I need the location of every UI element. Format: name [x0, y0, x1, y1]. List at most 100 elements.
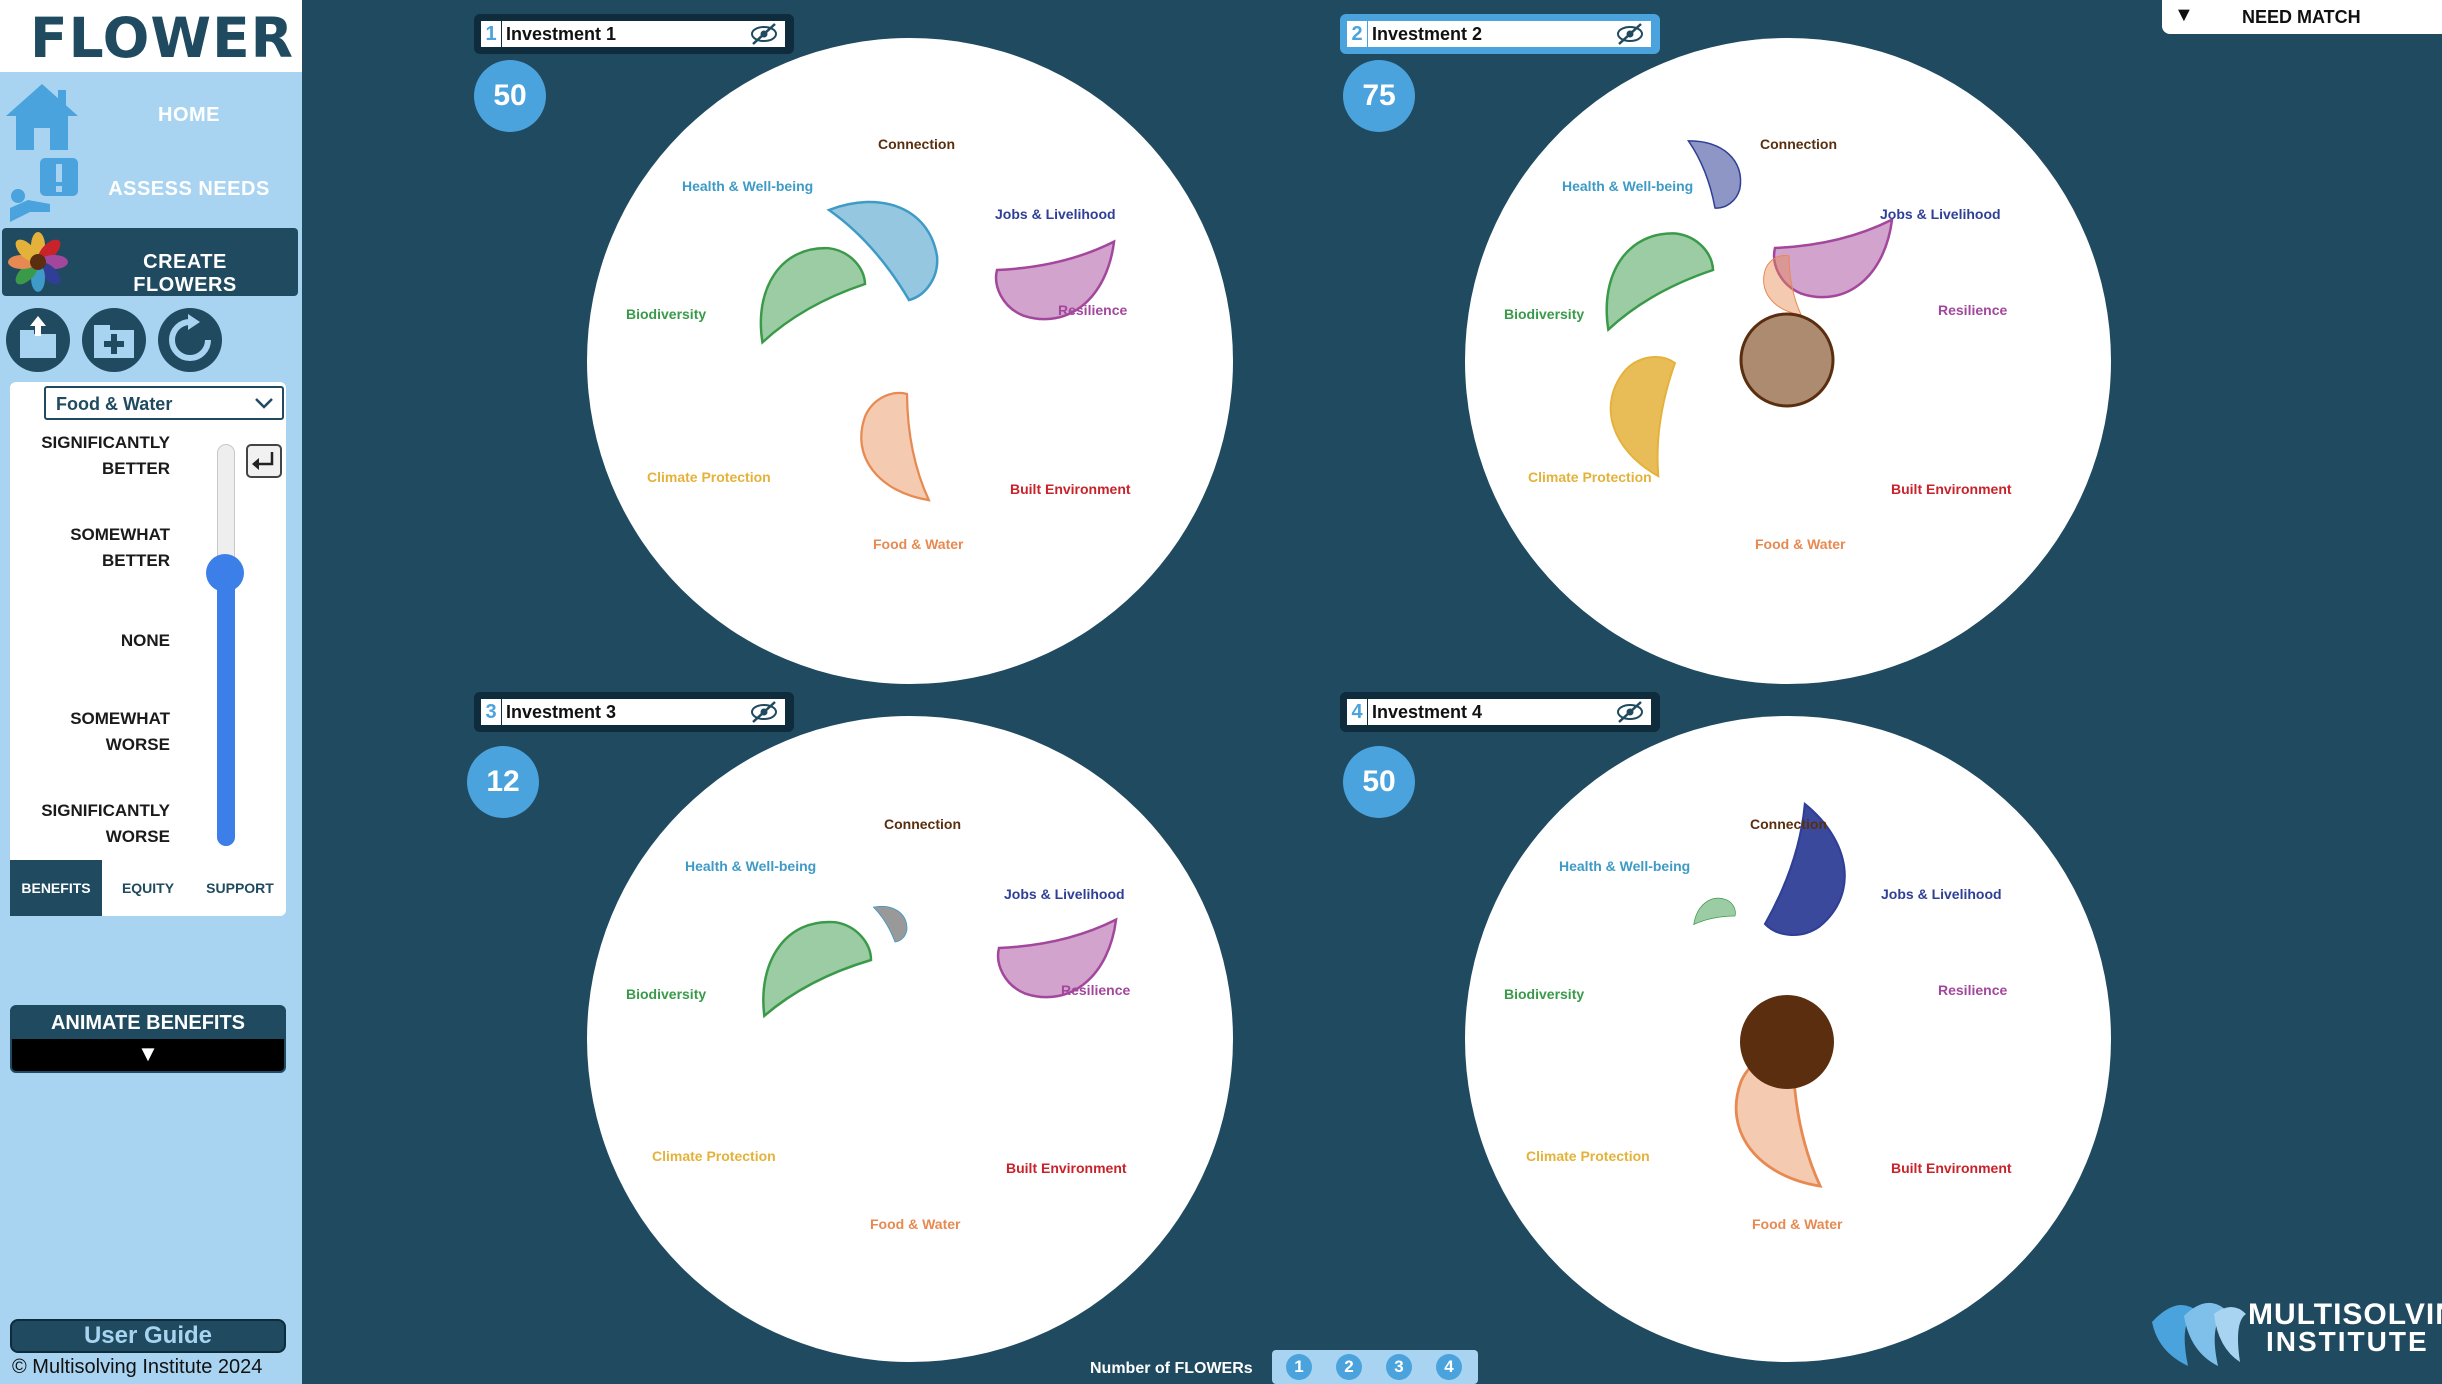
investment-1-name-field[interactable]: Investment 1 — [502, 21, 785, 47]
logo-text-line1: MULTISOLVING — [2248, 1298, 2442, 1331]
investment-score: 50 — [1343, 746, 1415, 818]
tab-equity[interactable]: EQUITY — [121, 880, 175, 896]
animate-benefits-button[interactable]: ANIMATE BENEFITS ▼ — [10, 1005, 286, 1073]
investment-score: 50 — [474, 60, 546, 132]
label-health: Health & Well-being — [682, 178, 814, 194]
chevron-down-icon — [255, 398, 273, 409]
scale-label-line: SIGNIFICANTLY — [41, 433, 170, 452]
label-biodiversity: Biodiversity — [1504, 986, 1585, 1002]
flower-circle: Connection Health & Well-being Jobs & Li… — [587, 38, 1233, 684]
user-guide-button[interactable]: User Guide — [10, 1319, 286, 1353]
investment-3-header: 3 Investment 3 — [474, 692, 794, 732]
label-climate: Climate Protection — [1526, 1148, 1650, 1164]
scale-label-line: SIGNIFICANTLY — [41, 801, 170, 820]
nav-home[interactable]: HOME — [0, 78, 302, 150]
label-food: Food & Water — [1752, 1216, 1843, 1232]
need-match-arrow: ▼ — [2174, 4, 2194, 26]
investment-number: 1 — [481, 21, 501, 47]
copyright: © Multisolving Institute 2024 — [12, 1356, 263, 1378]
label-climate: Climate Protection — [652, 1148, 776, 1164]
eye-off-icon[interactable] — [1615, 700, 1645, 724]
sidebar: FLOWER HOME ASSESS NEEDS — [0, 0, 302, 1384]
benefit-slider-thumb[interactable] — [206, 554, 244, 592]
new-folder-icon — [94, 325, 134, 358]
investment-4-name-field[interactable]: Investment 4 — [1368, 699, 1651, 725]
eye-off-icon[interactable] — [749, 22, 779, 46]
scale-label-somewhat-worse[interactable]: SOMEWHAT WORSE — [10, 706, 170, 758]
tab-benefits[interactable]: BENEFITS — [10, 860, 102, 916]
label-built: Built Environment — [1010, 481, 1131, 497]
flower-petals — [762, 905, 1118, 1019]
label-resilience: Resilience — [1938, 302, 2008, 318]
needs-alert-icon — [10, 158, 78, 222]
label-jobs: Jobs & Livelihood — [1004, 886, 1125, 902]
investment-number: 2 — [1347, 21, 1367, 47]
flower-icon — [8, 232, 68, 292]
investment-1-header: 1 Investment 1 — [474, 14, 794, 54]
animate-dropdown-arrow[interactable]: ▼ — [137, 1041, 159, 1066]
investment-name: Investment 3 — [506, 702, 617, 722]
return-button[interactable] — [246, 444, 282, 478]
tab-support[interactable]: SUPPORT — [206, 880, 274, 896]
scale-label-line: SOMEWHAT — [70, 709, 170, 728]
flower-petals — [1605, 140, 1894, 478]
benefit-slider-fill — [217, 574, 235, 846]
scale-label-none[interactable]: NONE — [10, 628, 170, 654]
app-title: FLOWER — [30, 6, 295, 70]
label-built: Built Environment — [1891, 1160, 2012, 1176]
flower-circle: Connection Health & Well-being Jobs & Li… — [587, 716, 1233, 1362]
label-food: Food & Water — [1755, 536, 1846, 552]
flower-circle: Connection Health & Well-being Jobs & Li… — [1465, 716, 2111, 1362]
label-resilience: Resilience — [1058, 302, 1128, 318]
label-health: Health & Well-being — [685, 858, 817, 874]
nav-home-label: HOME — [158, 104, 220, 126]
scale-label-line: WORSE — [105, 827, 170, 846]
count-2-button[interactable]: 2 — [1336, 1354, 1362, 1380]
flower-petals — [759, 200, 1116, 502]
label-health: Health & Well-being — [1559, 858, 1691, 874]
nav-assess-label: ASSESS NEEDS — [108, 178, 270, 200]
count-4-button[interactable]: 4 — [1436, 1354, 1462, 1380]
investment-number: 4 — [1347, 699, 1367, 725]
scale-label-significantly-worse[interactable]: SIGNIFICANTLY WORSE — [10, 798, 170, 850]
scale-label-significantly-better[interactable]: SIGNIFICANTLY BETTER — [10, 430, 170, 482]
logo-text-line2: INSTITUTE — [2266, 1326, 2429, 1357]
scale-label-somewhat-better[interactable]: SOMEWHAT BETTER — [10, 522, 170, 574]
flower-circle: Connection Health & Well-being Jobs & Li… — [1465, 38, 2111, 684]
eye-off-icon[interactable] — [749, 700, 779, 724]
flower-petals — [1693, 801, 1846, 1188]
investment-score: 12 — [467, 746, 539, 818]
label-biodiversity: Biodiversity — [626, 306, 707, 322]
label-jobs: Jobs & Livelihood — [1880, 206, 2001, 222]
new-flower-button[interactable] — [82, 308, 146, 372]
investment-score: 75 — [1343, 60, 1415, 132]
rating-panel: Food & Water SIGNIFICANTLY BETTER SOMEWH… — [10, 382, 286, 916]
investment-3-name-field[interactable]: Investment 3 — [502, 699, 785, 725]
scale-label-line: BETTER — [102, 459, 170, 478]
multisolving-logo: MULTISOLVING INSTITUTE — [2148, 1290, 2442, 1370]
investment-number: 3 — [481, 699, 501, 725]
export-button[interactable] — [6, 308, 70, 372]
label-connection: Connection — [878, 136, 955, 152]
scale-label-line: BETTER — [102, 551, 170, 570]
need-match-toggle[interactable]: ▼ NEED MATCH — [2162, 0, 2442, 34]
scale-label-line: NONE — [120, 631, 170, 650]
eye-off-icon[interactable] — [1615, 22, 1645, 46]
nav-assess-needs[interactable]: ASSESS NEEDS — [0, 152, 302, 222]
category-dropdown-value: Food & Water — [56, 394, 173, 414]
count-3-button[interactable]: 3 — [1386, 1354, 1412, 1380]
category-dropdown[interactable]: Food & Water — [44, 386, 284, 420]
count-1-button[interactable]: 1 — [1286, 1354, 1312, 1380]
investment-2-header: 2 Investment 2 — [1340, 14, 1660, 54]
home-icon — [6, 84, 78, 150]
label-built: Built Environment — [1891, 481, 2012, 497]
label-food: Food & Water — [870, 1216, 961, 1232]
label-resilience: Resilience — [1938, 982, 2008, 998]
brand-header: FLOWER — [0, 0, 302, 72]
investment-4-header: 4 Investment 4 — [1340, 692, 1660, 732]
refresh-button[interactable] — [158, 308, 222, 372]
return-arrow-icon — [252, 452, 274, 470]
nav-create-flowers[interactable]: CREATE FLOWERS — [2, 228, 298, 296]
investment-2-name-field[interactable]: Investment 2 — [1368, 21, 1651, 47]
refresh-icon — [169, 314, 211, 361]
